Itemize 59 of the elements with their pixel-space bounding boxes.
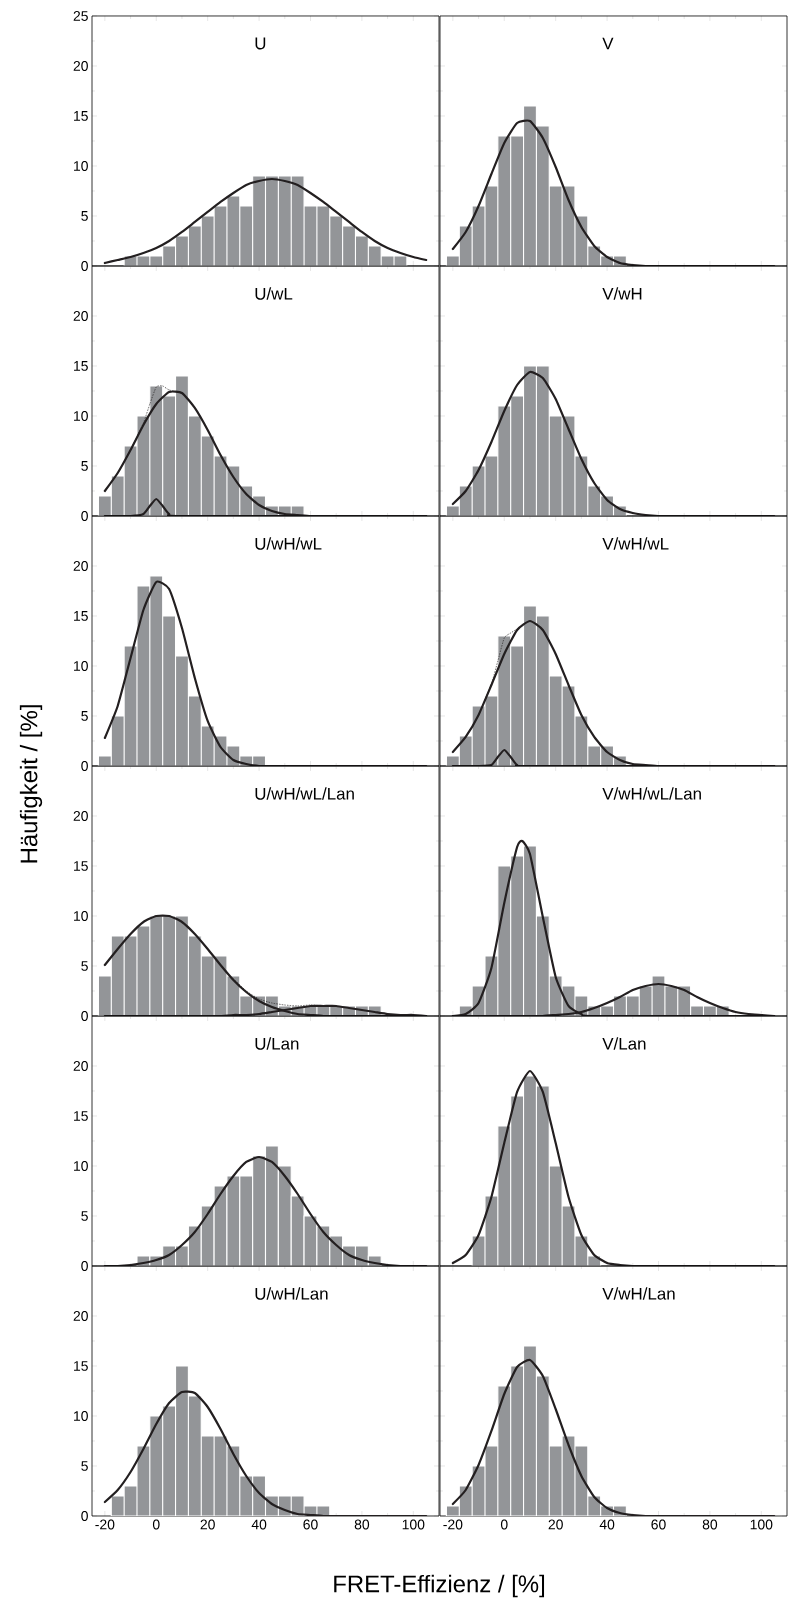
y-tick-label: 20 [73, 561, 88, 571]
y-tick-label: 15 [74, 861, 88, 871]
y-tick-label: 15 [74, 361, 88, 371]
y-tick-label: 15 [74, 111, 88, 121]
x-axis-title: FRET-Effizienz / [%] [334, 1574, 545, 1598]
y-tick-label: 10 [74, 911, 88, 921]
y-tick-label: 10 [74, 161, 88, 171]
y-tick-label: 10 [74, 411, 88, 421]
y-tick-label: 0 [81, 1261, 88, 1271]
y-tick-label: 5 [81, 961, 88, 971]
text: V/wH [602, 287, 642, 300]
y-tick-label: 25 [73, 11, 88, 21]
text: U/wH/wL [255, 537, 322, 550]
y-tick-label: 15 [74, 1361, 88, 1371]
x-tick-label: 60 [651, 1519, 666, 1530]
y-tick-label: 5 [81, 1461, 88, 1471]
y-tick-label: 20 [73, 1061, 88, 1071]
y-tick-label: 0 [81, 1511, 88, 1521]
y-tick-label: 15 [74, 1111, 88, 1121]
x-tick-label: 20 [548, 1519, 563, 1530]
x-tick-label: 80 [702, 1519, 718, 1530]
x-tick-label: 0 [152, 1519, 160, 1530]
x-tick-label: -20 [95, 1519, 115, 1530]
x-tick-label: 40 [599, 1519, 615, 1530]
text: U/wL [255, 287, 293, 300]
y-tick-label: 10 [74, 1161, 88, 1171]
y-tick-label: 20 [73, 811, 88, 821]
x-tick-label: 100 [750, 1519, 773, 1530]
text: U/wH/Lan [255, 1287, 328, 1300]
y-tick-label: 0 [81, 261, 88, 271]
y-tick-label: 5 [81, 461, 88, 471]
y-axis-title: Häufigkeit / [%] [19, 705, 43, 863]
y-tick-label: 20 [73, 1311, 88, 1321]
text: U/wH/wL/Lan [255, 787, 354, 800]
y-tick-label: 5 [81, 1211, 88, 1221]
y-tick-label: 5 [81, 211, 88, 221]
y-tick-label: 0 [81, 1011, 88, 1021]
x-tick-label: 60 [303, 1519, 318, 1530]
text: V/wH/Lan [602, 1287, 675, 1300]
x-tick-label: 40 [251, 1519, 267, 1530]
x-tick-label: -20 [443, 1519, 463, 1530]
text: V/wH/wL/Lan [602, 787, 701, 800]
x-tick-label: 0 [500, 1519, 508, 1530]
y-tick-label: 20 [73, 61, 88, 71]
text: U [255, 37, 266, 50]
text: U/Lan [255, 1037, 299, 1050]
y-tick-label: 10 [74, 661, 88, 671]
y-tick-label: 0 [81, 761, 88, 771]
y-tick-label: 0 [81, 511, 88, 521]
text: V/Lan [602, 1037, 646, 1050]
x-tick-label: 20 [200, 1519, 215, 1530]
x-tick-label: 80 [354, 1519, 370, 1530]
text: V/wH/wL [602, 537, 669, 550]
y-tick-label: 5 [81, 711, 88, 721]
y-tick-label: 20 [73, 311, 88, 321]
text: V [602, 37, 614, 50]
y-tick-label: 10 [74, 1411, 88, 1421]
y-tick-label: 15 [74, 611, 88, 621]
x-tick-label: 100 [402, 1519, 425, 1530]
